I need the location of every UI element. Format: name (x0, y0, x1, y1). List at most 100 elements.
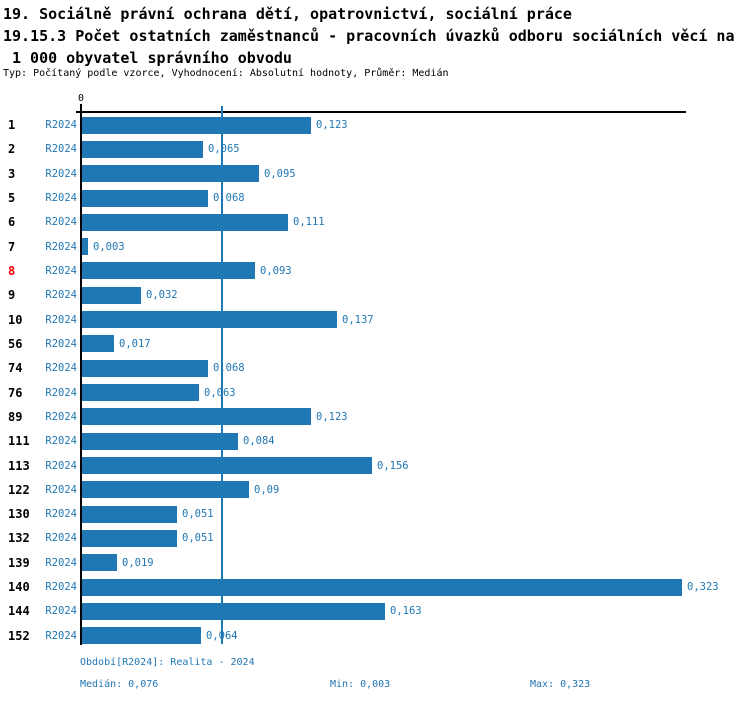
bar (82, 238, 88, 256)
report-title-line1: 19. Sociálně právní ochrana dětí, opatro… (3, 5, 572, 23)
value-label: 0,137 (342, 313, 374, 326)
category-label: 74 (8, 361, 23, 376)
footer-max: Max: 0,323 (530, 679, 591, 690)
series-label: R2024 (45, 192, 77, 205)
bar (82, 262, 255, 280)
category-label: 8 (8, 264, 16, 279)
series-label: R2024 (45, 143, 77, 156)
value-label: 0,068 (213, 192, 245, 205)
bar (82, 286, 141, 304)
category-label: 6 (8, 215, 16, 230)
category-label: 140 (8, 580, 30, 595)
category-label: 139 (8, 555, 30, 570)
value-label: 0,017 (119, 337, 151, 350)
value-label: 0,051 (182, 532, 214, 545)
value-label: 0,123 (316, 119, 348, 132)
bar (82, 627, 201, 645)
category-label: 111 (8, 434, 30, 449)
bar (82, 554, 117, 572)
value-label: 0,068 (213, 362, 245, 375)
series-label: R2024 (45, 483, 77, 496)
bar (82, 432, 238, 450)
series-label: R2024 (45, 435, 77, 448)
chart-row: 152 R2024 0,064 (0, 624, 750, 648)
chart-row: 122 R2024 0,09 (0, 478, 750, 502)
value-label: 0,063 (204, 386, 236, 399)
chart-row: 139 R2024 0,019 (0, 551, 750, 575)
value-label: 0,323 (687, 581, 719, 594)
footer-min: Min: 0,003 (330, 679, 391, 690)
value-label: 0,095 (264, 167, 296, 180)
category-label: 122 (8, 482, 30, 497)
value-label: 0,064 (206, 629, 238, 642)
chart-row: 2 R2024 0,065 (0, 137, 750, 161)
category-label: 2 (8, 142, 16, 157)
series-label: R2024 (45, 556, 77, 569)
chart-row: 113 R2024 0,156 (0, 453, 750, 477)
chart-row: 6 R2024 0,111 (0, 210, 750, 234)
bar (82, 140, 203, 158)
chart-row: 10 R2024 0,137 (0, 308, 750, 332)
bar (82, 408, 311, 426)
category-label: 144 (8, 604, 30, 619)
bar (82, 359, 208, 377)
bar (82, 578, 682, 596)
category-label: 1 (8, 118, 16, 133)
chart-row: 74 R2024 0,068 (0, 356, 750, 380)
chart-row: 111 R2024 0,084 (0, 429, 750, 453)
category-label: 132 (8, 531, 30, 546)
median-reference-line (221, 106, 224, 644)
series-label: R2024 (45, 362, 77, 375)
bar (82, 165, 259, 183)
bar (82, 529, 177, 547)
value-label: 0,019 (122, 556, 154, 569)
series-label: R2024 (45, 240, 77, 253)
series-label: R2024 (45, 119, 77, 132)
category-label: 76 (8, 385, 23, 400)
value-label: 0,084 (243, 435, 275, 448)
chart-row: 9 R2024 0,032 (0, 283, 750, 307)
value-label: 0,163 (390, 605, 422, 618)
bar-rows: 1 R2024 0,123 2 R2024 0,065 3 R2024 0,095 5 R2024 0… (0, 113, 750, 648)
value-label: 0,111 (293, 216, 325, 229)
bar (82, 456, 372, 474)
value-label: 0,123 (316, 410, 348, 423)
category-label: 130 (8, 507, 30, 522)
series-label: R2024 (45, 508, 77, 521)
bar (82, 505, 177, 523)
value-label: 0,051 (182, 508, 214, 521)
bar (82, 213, 288, 231)
x-axis-line (76, 111, 686, 113)
chart-row: 3 R2024 0,095 (0, 162, 750, 186)
series-label: R2024 (45, 386, 77, 399)
chart-row: 76 R2024 0,063 (0, 380, 750, 404)
bar (82, 384, 199, 402)
series-label: R2024 (45, 629, 77, 642)
value-label: 0,156 (377, 459, 409, 472)
chart-row: 5 R2024 0,068 (0, 186, 750, 210)
footer-median: Medián: 0,076 (80, 679, 159, 690)
category-label: 113 (8, 458, 30, 473)
bar (82, 335, 114, 353)
series-label: R2024 (45, 289, 77, 302)
series-label: R2024 (45, 459, 77, 472)
series-label: R2024 (45, 605, 77, 618)
category-label: 89 (8, 409, 23, 424)
category-label: 7 (8, 239, 16, 254)
report-meta-line: Typ: Počítaný podle vzorce, Vyhodnocení:… (3, 68, 449, 79)
axis-zero-label: 0 (77, 93, 85, 104)
chart-row: 1 R2024 0,123 (0, 113, 750, 137)
chart-row: 56 R2024 0,017 (0, 332, 750, 356)
category-label: 152 (8, 628, 30, 643)
footer-period: Období[R2024]: Realita - 2024 (80, 657, 255, 668)
category-label: 5 (8, 191, 16, 206)
value-label: 0,093 (260, 265, 292, 278)
chart-row: 89 R2024 0,123 (0, 405, 750, 429)
chart-row: 140 R2024 0,323 (0, 575, 750, 599)
bar (82, 189, 208, 207)
series-label: R2024 (45, 337, 77, 350)
series-label: R2024 (45, 410, 77, 423)
value-label: 0,032 (146, 289, 178, 302)
series-label: R2024 (45, 216, 77, 229)
